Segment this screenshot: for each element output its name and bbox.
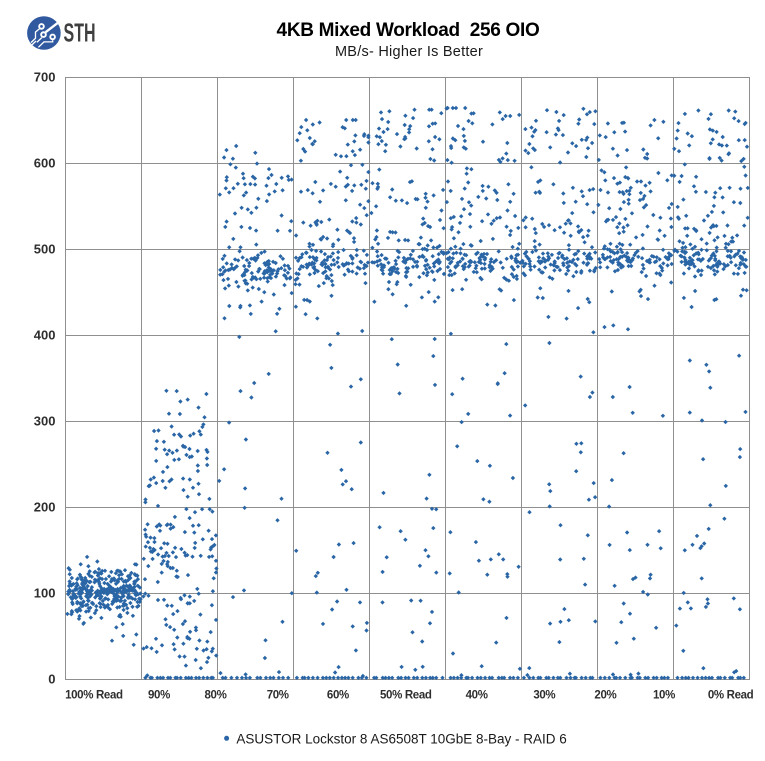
svg-text:20%: 20% <box>594 690 616 702</box>
svg-text:0% Read: 0% Read <box>708 690 754 702</box>
svg-text:700: 700 <box>34 70 56 85</box>
svg-text:40%: 40% <box>466 690 488 702</box>
svg-text:ASUSTOR Lockstor 8 AS6508T 10G: ASUSTOR Lockstor 8 AS6508T 10GbE 8-Bay -… <box>236 731 566 746</box>
svg-text:MB/s- Higher Is Better: MB/s- Higher Is Better <box>335 44 483 60</box>
svg-text:300: 300 <box>34 414 56 429</box>
svg-text:200: 200 <box>34 500 56 515</box>
svg-text:70%: 70% <box>267 690 289 702</box>
svg-text:100: 100 <box>34 586 56 601</box>
svg-text:80%: 80% <box>205 690 227 702</box>
svg-text:50% Read: 50% Read <box>380 690 432 702</box>
svg-text:0: 0 <box>48 672 55 687</box>
svg-text:90%: 90% <box>148 690 170 702</box>
svg-text:4KB Mixed Workload 256 OIO: 4KB Mixed Workload 256 OIO <box>277 20 540 41</box>
svg-text:600: 600 <box>34 156 56 171</box>
svg-text:400: 400 <box>34 328 56 343</box>
svg-text:30%: 30% <box>533 690 555 702</box>
svg-text:100% Read: 100% Read <box>65 690 123 702</box>
svg-text:60%: 60% <box>327 690 349 702</box>
svg-text:500: 500 <box>34 242 56 257</box>
svg-text:STH: STH <box>64 17 96 47</box>
svg-text:10%: 10% <box>653 690 675 702</box>
